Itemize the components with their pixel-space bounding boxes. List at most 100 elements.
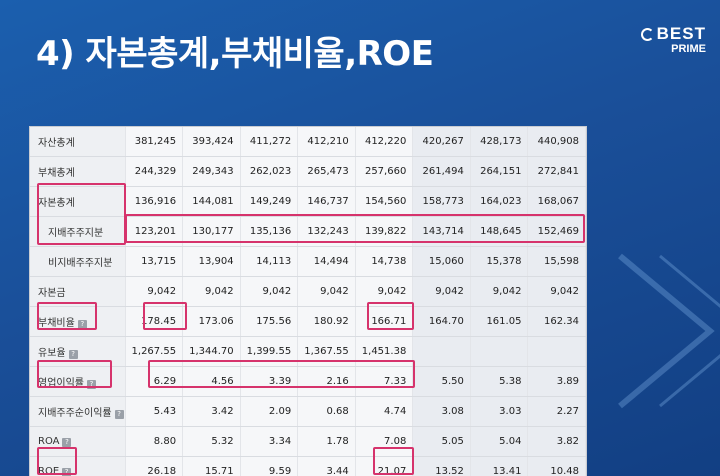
table-cell: 262,023 — [240, 156, 299, 187]
table-cell: 161.05 — [470, 306, 529, 337]
table-row: 지배주주지분 123,201 130,177 135,136 132,243 139,82… — [30, 216, 586, 247]
ebest-e-icon — [640, 27, 654, 41]
table-cell: 154,560 — [355, 186, 414, 217]
table-row: 자본금 9,042 9,042 9,042 9,042 9,042 9,042 9,042 9,… — [30, 276, 586, 307]
table-cell: 180.92 — [297, 306, 356, 337]
table-cell: 3.08 — [412, 396, 471, 427]
table-cell: 143,714 — [412, 216, 471, 247]
table-cell: 265,473 — [297, 156, 356, 187]
table-cell: 173.06 — [182, 306, 241, 337]
table-cell: 15,378 — [470, 246, 529, 277]
table-cell: 1,344.70 — [182, 336, 241, 367]
help-icon[interactable]: ? — [77, 320, 87, 329]
ebest-prime-logo: BEST PRIME — [640, 24, 706, 55]
table-cell: 3.44 — [297, 456, 356, 476]
logo-sub-text: PRIME — [671, 43, 706, 55]
table-row: 자산총계 381,245 393,424 411,272 412,210 412,220 4… — [30, 127, 586, 157]
table-cell: 9,042 — [412, 276, 471, 307]
row-label: 부채총계 — [38, 168, 75, 179]
help-icon[interactable]: ? — [87, 380, 96, 389]
table-cell: 144,081 — [182, 186, 241, 217]
row-label: 비지배주주지분 — [48, 258, 113, 269]
table-cell: 5.04 — [470, 426, 529, 457]
row-label: 자본금 — [38, 288, 66, 299]
table-cell: 178.45 — [125, 306, 184, 337]
table-cell: 420,267 — [412, 127, 471, 157]
row-label-cell: 지배주주지분 — [30, 216, 126, 247]
table-cell: 139,822 — [355, 216, 414, 247]
table-cell: 440,908 — [527, 127, 586, 157]
help-icon[interactable]: ? — [62, 468, 72, 476]
table-cell: 4.74 — [355, 396, 414, 427]
table-cell: 2.16 — [297, 366, 356, 397]
table-row: 영업이익률? 6.29 4.56 3.39 2.16 7.33 5.50 5.38 3.89 — [30, 366, 586, 397]
table-cell: 6.29 — [125, 366, 184, 397]
table-cell: 9,042 — [240, 276, 299, 307]
row-label: 지배주주순이익률 — [38, 408, 112, 419]
financial-table: 자산총계 381,245 393,424 411,272 412,210 412,220 4… — [30, 127, 586, 476]
table-cell: 14,738 — [355, 246, 414, 277]
row-label-cell: 비지배주주지분 — [30, 246, 126, 277]
row-label-cell: 자산총계 — [30, 127, 126, 157]
table-cell: 175.56 — [240, 306, 299, 337]
table-cell: 166.71 — [355, 306, 414, 337]
help-icon[interactable]: ? — [114, 410, 124, 419]
table-cell: 26.18 — [125, 456, 184, 476]
row-label-cell: 자본총계 — [30, 186, 126, 217]
row-label: 자본총계 — [38, 198, 75, 209]
table-cell: 136,916 — [125, 186, 184, 217]
table-row: 유보율? 1,267.55 1,344.70 1,399.55 1,367.55 1,45… — [30, 336, 586, 367]
table-cell: 7.08 — [355, 426, 414, 457]
table-cell: 149,249 — [240, 186, 299, 217]
row-label: 유보율 — [38, 348, 66, 359]
table-cell: 13,904 — [182, 246, 241, 277]
table-cell: 1,367.55 — [297, 336, 356, 367]
table-cell: 164,023 — [470, 186, 529, 217]
table-cell: 13.52 — [412, 456, 471, 476]
table-cell: 1,451.38 — [355, 336, 414, 367]
logo-brand-text: BEST — [656, 24, 706, 43]
table-cell: 14,113 — [240, 246, 299, 277]
table-cell: 428,173 — [470, 127, 529, 157]
row-label-cell: 유보율? — [30, 336, 126, 367]
row-label-cell: 영업이익률? — [30, 366, 126, 397]
row-label-cell: 지배주주순이익률? — [30, 396, 126, 427]
table-row: 부채총계 244,329 249,343 262,023 265,473 257,660 2… — [30, 156, 586, 187]
table-cell: 3.34 — [240, 426, 299, 457]
table-cell: 14,494 — [297, 246, 356, 277]
table-row: ROA? 8.80 5.32 3.34 1.78 7.08 5.05 5.04 3.82 — [30, 426, 586, 457]
row-label: ROE — [38, 466, 60, 476]
table-cell: 8.80 — [125, 426, 184, 457]
table-cell: 272,841 — [527, 156, 586, 187]
row-label-cell: ROE? — [30, 456, 126, 476]
table-cell: 9.59 — [240, 456, 299, 476]
table-cell: 13,715 — [125, 246, 184, 277]
table-cell: 9,042 — [125, 276, 184, 307]
help-icon[interactable]: ? — [68, 350, 78, 359]
row-label: ROA — [38, 436, 60, 447]
table-cell: 4.56 — [182, 366, 241, 397]
table-cell: 1,399.55 — [240, 336, 299, 367]
table-cell: 13.41 — [470, 456, 529, 476]
row-label: 지배주주지분 — [48, 228, 104, 239]
table-cell: 9,042 — [297, 276, 356, 307]
table-cell: 244,329 — [125, 156, 184, 187]
table-cell: 130,177 — [182, 216, 241, 247]
table-row: 자본총계 136,916 144,081 149,249 146,737 154,560 1… — [30, 186, 586, 217]
table-cell: 15,060 — [412, 246, 471, 277]
row-label: 자산총계 — [38, 138, 75, 149]
table-cell: 7.33 — [355, 366, 414, 397]
table-row: 비지배주주지분 13,715 13,904 14,113 14,494 14,738 15,… — [30, 246, 586, 277]
table-cell: 9,042 — [527, 276, 586, 307]
background-chevron-decoration — [618, 253, 720, 409]
table-cell: 2.09 — [240, 396, 299, 427]
table-cell: 15.71 — [182, 456, 241, 476]
table-cell: 164.70 — [412, 306, 471, 337]
table-cell: 146,737 — [297, 186, 356, 217]
help-icon[interactable]: ? — [62, 438, 72, 447]
table-cell: 411,272 — [240, 127, 299, 157]
row-label-cell: ROA? — [30, 426, 126, 457]
row-label-cell: 부채총계 — [30, 156, 126, 187]
row-label-cell: 자본금 — [30, 276, 126, 307]
row-label: 부채비율 — [38, 318, 75, 329]
